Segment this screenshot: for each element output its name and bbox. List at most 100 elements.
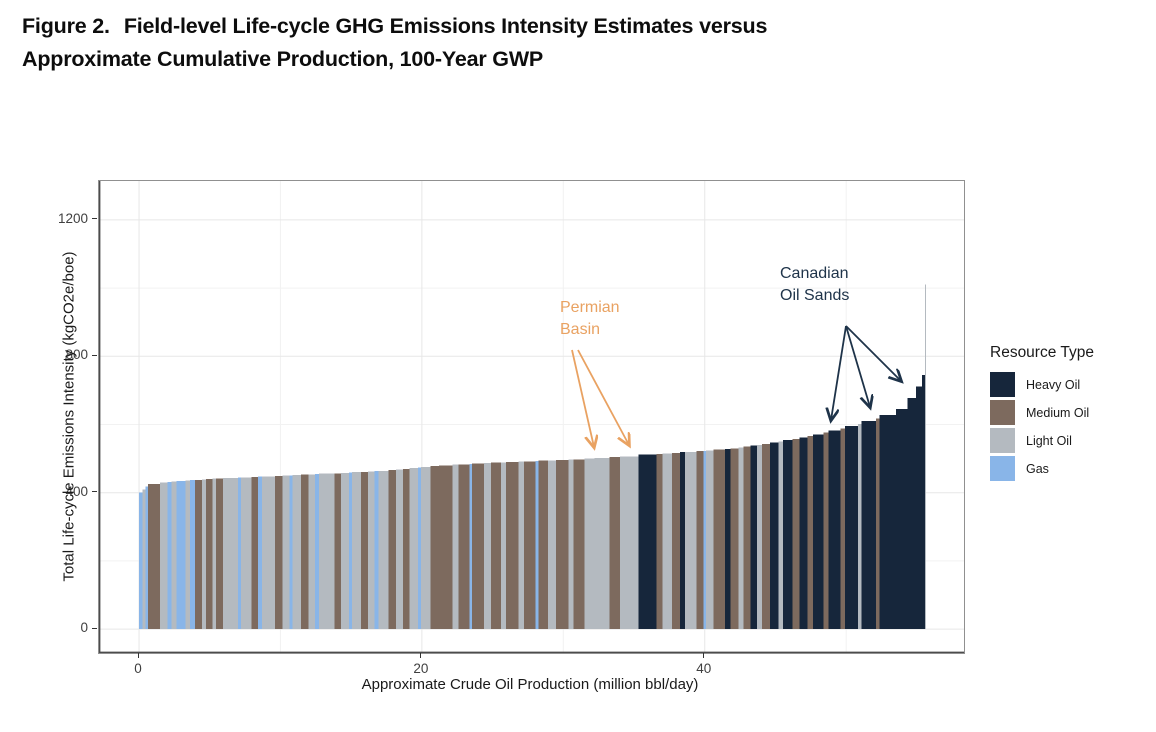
bar-segment: [315, 473, 320, 630]
x-axis-tick: [703, 653, 705, 658]
legend-swatch-M: [990, 400, 1015, 425]
bar-segment: [743, 446, 751, 630]
bar-segment: [458, 464, 470, 630]
bar-segment: [388, 470, 397, 630]
canadian-oil-sands-label: Canadian Oil Sands: [780, 265, 850, 304]
y-axis-tick-label: 1200: [57, 210, 88, 226]
bar-segment: [757, 444, 763, 630]
legend-swatch-H: [990, 372, 1015, 397]
x-axis-tick: [137, 653, 139, 658]
bar-segment: [555, 459, 569, 630]
bar-segment: [185, 480, 190, 630]
bar-segment: [201, 479, 207, 630]
bar-segment: [922, 375, 926, 630]
bar-segment: [684, 451, 697, 630]
bar-segment: [705, 450, 714, 630]
bar-segment: [724, 449, 731, 630]
legend-item-heavy-oil: Heavy Oil: [990, 372, 1094, 397]
bar-segment: [145, 486, 149, 630]
plot-panel: [98, 180, 965, 654]
bar-segment: [662, 453, 673, 630]
bar-segment: [925, 284, 927, 630]
axis-lines: [99, 181, 964, 653]
legend-label: Heavy Oil: [1026, 377, 1081, 392]
bar-segment: [160, 482, 168, 630]
bar-segment: [289, 475, 293, 630]
supply-curve-chart: [99, 181, 964, 653]
bar-segment: [409, 468, 419, 630]
bar-segment: [189, 480, 195, 630]
field-bars: [139, 284, 927, 630]
bar-segment: [713, 449, 725, 630]
bar-segment: [672, 452, 681, 630]
bar-segment: [879, 414, 896, 630]
bar-segment: [418, 467, 422, 630]
bar-segment: [171, 481, 177, 630]
bar-segment: [396, 469, 404, 630]
bar-segment: [762, 443, 770, 630]
bar-segment: [148, 483, 161, 630]
bar-segment: [656, 453, 663, 630]
bar-segment: [361, 471, 369, 630]
bar-segment: [568, 459, 574, 630]
bar-segment: [619, 456, 639, 630]
bar-segment: [907, 397, 916, 630]
legend-title: Resource Type: [990, 344, 1094, 361]
legend-item-medium-oil: Medium Oil: [990, 400, 1094, 425]
bar-segment: [778, 441, 784, 630]
bar-segment: [216, 478, 224, 630]
bar-segment: [524, 461, 536, 630]
bar-segment: [703, 450, 706, 630]
bar-segment: [340, 472, 349, 630]
bar-segment: [783, 440, 793, 630]
y-axis-tick: [92, 491, 97, 493]
bar-segment: [194, 479, 202, 630]
bar-segment: [142, 489, 146, 630]
bar-segment: [308, 474, 316, 630]
bar-segment: [223, 478, 239, 630]
legend-item-light-oil: Light Oil: [990, 428, 1094, 453]
bar-segment: [680, 452, 685, 630]
bar-segment: [500, 462, 506, 630]
y-axis-tick: [92, 627, 97, 629]
bar-segment: [490, 462, 501, 630]
bar-segment: [483, 463, 491, 630]
y-axis-title: Total Life-cycle Emissions Intensity (kg…: [60, 251, 78, 582]
bar-segment: [319, 473, 335, 630]
bar-segment: [351, 472, 362, 630]
x-axis-title: Approximate Crude Oil Production (millio…: [361, 676, 699, 693]
bar-segment: [518, 461, 525, 630]
bar-segment: [430, 466, 439, 630]
y-axis-tick: [92, 354, 97, 356]
bar-segment: [505, 462, 519, 630]
legend-swatch-G: [990, 456, 1015, 481]
bar-segment: [696, 451, 704, 630]
bar-segment: [840, 428, 845, 630]
legend-label: Light Oil: [1026, 433, 1072, 448]
bar-segment: [469, 464, 472, 630]
bar-segment: [167, 481, 172, 630]
bar-segment: [594, 457, 610, 630]
bar-segment: [792, 438, 800, 630]
bar-segment: [300, 474, 309, 630]
bar-segment: [584, 458, 595, 630]
legend-items: Heavy Oil Medium Oil Light Oil Gas: [990, 372, 1094, 481]
bar-segment: [176, 480, 186, 630]
legend-swatch-L: [990, 428, 1015, 453]
bar-segment: [799, 437, 808, 630]
permian-basin-label: Permian Basin: [560, 299, 620, 338]
legend-label: Gas: [1026, 461, 1049, 476]
bar-segment: [609, 457, 620, 630]
bar-segment: [471, 463, 484, 630]
figure-title: Figure 2. Field-level Life-cycle GHG Emis…: [22, 10, 1032, 76]
bar-segment: [282, 475, 290, 630]
bar-segment: [368, 471, 375, 630]
bar-segment: [858, 423, 862, 630]
bar-segment: [730, 448, 739, 630]
x-axis-tick: [420, 653, 422, 658]
bar-segment: [573, 459, 585, 630]
bar-segment: [261, 476, 276, 630]
bar-segment: [823, 432, 829, 630]
x-axis-tick-label: 20: [413, 661, 429, 676]
bar-segment: [915, 386, 923, 630]
